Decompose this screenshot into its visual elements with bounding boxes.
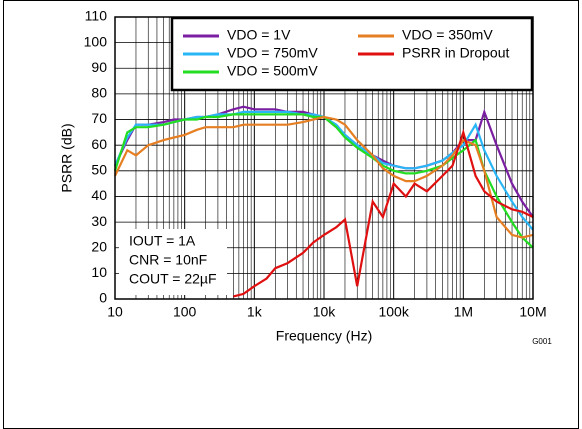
- x-tick-label: 1M: [454, 304, 473, 320]
- y-tick-label: 60: [91, 136, 107, 152]
- y-tick-label: 100: [84, 33, 108, 49]
- x-axis-label: Frequency (Hz): [276, 328, 372, 344]
- series-line: [233, 128, 534, 298]
- legend-box: [170, 16, 534, 92]
- legend-label: PSRR in Dropout: [402, 45, 509, 61]
- y-tick-label: 10: [91, 264, 107, 280]
- x-tick-label: 1k: [247, 304, 263, 320]
- y-tick-label: 20: [91, 238, 107, 254]
- y-tick-label: 40: [91, 187, 107, 203]
- annotation: CNR = 10nF: [129, 252, 207, 268]
- x-tick-label: 10: [107, 304, 123, 320]
- x-tick-label: 100k: [378, 304, 409, 320]
- annotation-box: [119, 229, 227, 295]
- x-tick-label: 10M: [519, 304, 546, 320]
- annotation: COUT = 22µF: [129, 271, 217, 287]
- legend-label: VDO = 500mV: [227, 63, 318, 79]
- legend-label: VDO = 750mV: [227, 45, 318, 61]
- legend-label: VDO = 350mV: [402, 27, 493, 43]
- legend-label: VDO = 1V: [227, 27, 291, 43]
- y-tick-label: 70: [91, 110, 107, 126]
- y-tick-label: 110: [85, 8, 108, 24]
- y-tick-label: 0: [99, 290, 107, 306]
- y-axis-label: PSRR (dB): [59, 123, 75, 192]
- y-tick-label: 30: [91, 213, 107, 229]
- annotation: IOUT = 1A: [129, 233, 196, 249]
- x-tick-label: 100: [173, 304, 197, 320]
- x-tick-label: 10k: [313, 304, 337, 320]
- y-tick-label: 80: [91, 85, 107, 101]
- series-line: [114, 115, 534, 239]
- y-tick-label: 90: [91, 59, 107, 75]
- y-tick-label: 50: [91, 162, 107, 178]
- figure-id: G001: [532, 337, 552, 346]
